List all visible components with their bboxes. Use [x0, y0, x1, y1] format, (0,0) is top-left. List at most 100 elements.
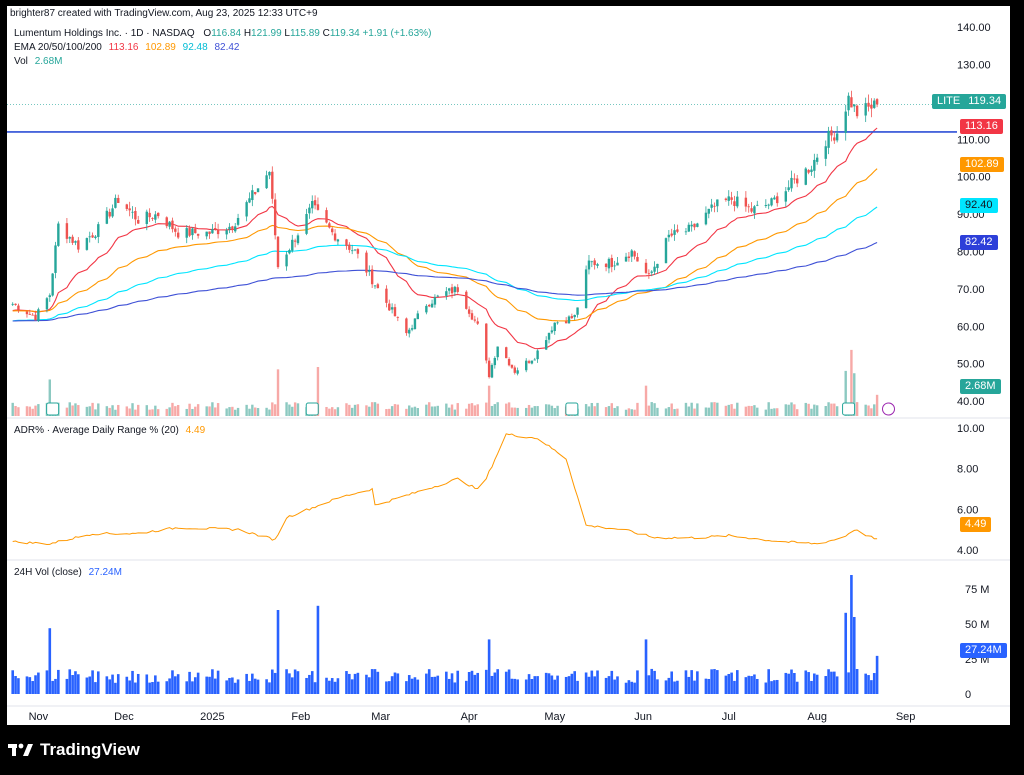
vol24-value-tag: 27.24M: [960, 643, 1007, 658]
vol24-bar: [131, 670, 134, 694]
time-tick-label: Sep: [896, 711, 916, 723]
vol24-bar: [524, 679, 528, 694]
candle-body: [410, 328, 414, 330]
candle-body: [114, 197, 117, 208]
volume-bar: [770, 408, 773, 416]
candle-body: [396, 316, 400, 318]
volume-bar: [467, 403, 471, 416]
volume-bar: [385, 409, 388, 416]
credit-line: brighter87 created with TradingView.com,…: [10, 8, 318, 19]
volume-bar: [165, 408, 168, 416]
vol24-bar: [610, 670, 614, 694]
vol24-bar: [790, 669, 793, 694]
vol24-bar: [516, 679, 519, 694]
volume-bar: [37, 404, 40, 416]
volume-bar: [205, 406, 208, 416]
candle-body: [373, 285, 377, 287]
candle-body: [188, 228, 191, 236]
adr-legend[interactable]: ADR% · Average Daily Range % (20) 4.49: [14, 425, 205, 437]
vol24-bar: [91, 670, 94, 694]
volume-bar: [97, 403, 100, 416]
candle-body: [313, 200, 317, 206]
brand-name: TradingView: [40, 740, 140, 759]
vol24-bar: [245, 673, 248, 694]
candle-body: [225, 230, 228, 235]
volume-bar: [636, 402, 639, 416]
vol24-bar: [453, 682, 457, 694]
candle-body: [25, 311, 29, 315]
candle-body: [656, 263, 659, 269]
volume-bar: [730, 404, 733, 416]
volume-bar: [855, 402, 859, 416]
vol24-bar: [567, 676, 571, 694]
candle-body: [145, 211, 148, 224]
candle-body: [276, 236, 280, 268]
volume-bar: [325, 406, 328, 416]
vol24-bar: [154, 675, 157, 694]
vol24-bar: [310, 671, 314, 694]
vol24-bar: [590, 670, 594, 694]
candle-body: [776, 196, 779, 204]
candle-body: [251, 190, 254, 201]
candle-body: [291, 239, 294, 251]
volume-bar: [864, 404, 867, 416]
tradingview-chart[interactable]: 140.00 130.00 110.00 100.00 90.00 80.00 70.00 6…: [7, 6, 1010, 725]
symbol-title[interactable]: Lumentum Holdings Inc. · 1D · NASDAQ: [14, 28, 195, 39]
vol24-bar: [450, 673, 454, 694]
volume-bar: [350, 407, 354, 416]
chart-canvas[interactable]: 140.00130.00110.00100.0090.0080.0070.006…: [7, 6, 1010, 725]
candle-body: [650, 271, 653, 273]
candle-body: [65, 223, 69, 239]
candle-body: [51, 273, 54, 296]
vol24-bar: [493, 672, 497, 694]
vol24-bar: [111, 674, 114, 694]
volume-bar: [296, 403, 300, 416]
high-value: 121.99: [251, 28, 282, 39]
volume-bar: [776, 408, 779, 416]
volume-bar: [331, 407, 334, 416]
vol24-bar: [647, 675, 651, 694]
legend-vol-row[interactable]: Vol 2.68M: [14, 56, 62, 68]
legend-ema-row[interactable]: EMA 20/50/100/200 113.16 102.89 92.48 82…: [14, 42, 239, 54]
vol24-bar: [208, 676, 211, 694]
volume-bar: [764, 409, 768, 416]
candle-body: [390, 307, 394, 310]
vol24-legend[interactable]: 24H Vol (close) 27.24M: [14, 567, 122, 579]
volume-bar: [793, 404, 796, 416]
candle-body: [533, 359, 536, 361]
candle-body: [465, 291, 468, 309]
candle-body: [128, 208, 131, 211]
volume-bar: [171, 402, 174, 416]
candle-body: [530, 360, 534, 364]
vol24-bar: [410, 678, 414, 694]
candle-body: [285, 254, 288, 267]
candle-body: [870, 104, 873, 109]
vol24-bar: [504, 671, 508, 694]
price-tag-ema50: 102.89: [960, 157, 1004, 172]
candle-body: [447, 288, 451, 291]
vol24-bar: [368, 677, 371, 694]
vol24-tick-label: 50 M: [965, 619, 989, 631]
candle-body: [31, 314, 34, 316]
volume-bar: [736, 402, 739, 416]
vol24-bar: [850, 575, 853, 694]
volume-bar: [168, 407, 171, 416]
vol24-bar: [613, 679, 616, 694]
tradingview-brand[interactable]: TradingView: [8, 740, 140, 760]
volume-bar: [750, 406, 753, 416]
volume-bar: [405, 408, 408, 416]
candle-body: [584, 269, 588, 309]
volume-bar: [333, 409, 337, 416]
vol24-bar: [644, 639, 648, 694]
vol24-bar: [416, 679, 420, 694]
vol24-bar: [57, 669, 60, 694]
adr-line: [12, 433, 878, 546]
candle-body: [208, 231, 211, 234]
vol24-bar: [835, 676, 839, 694]
volume-bar: [525, 407, 528, 416]
close-value: 119.34: [329, 28, 360, 39]
volume-bar: [556, 405, 559, 416]
volume-bar: [487, 385, 491, 416]
candle-body: [436, 295, 439, 297]
volume-bar: [410, 407, 414, 416]
